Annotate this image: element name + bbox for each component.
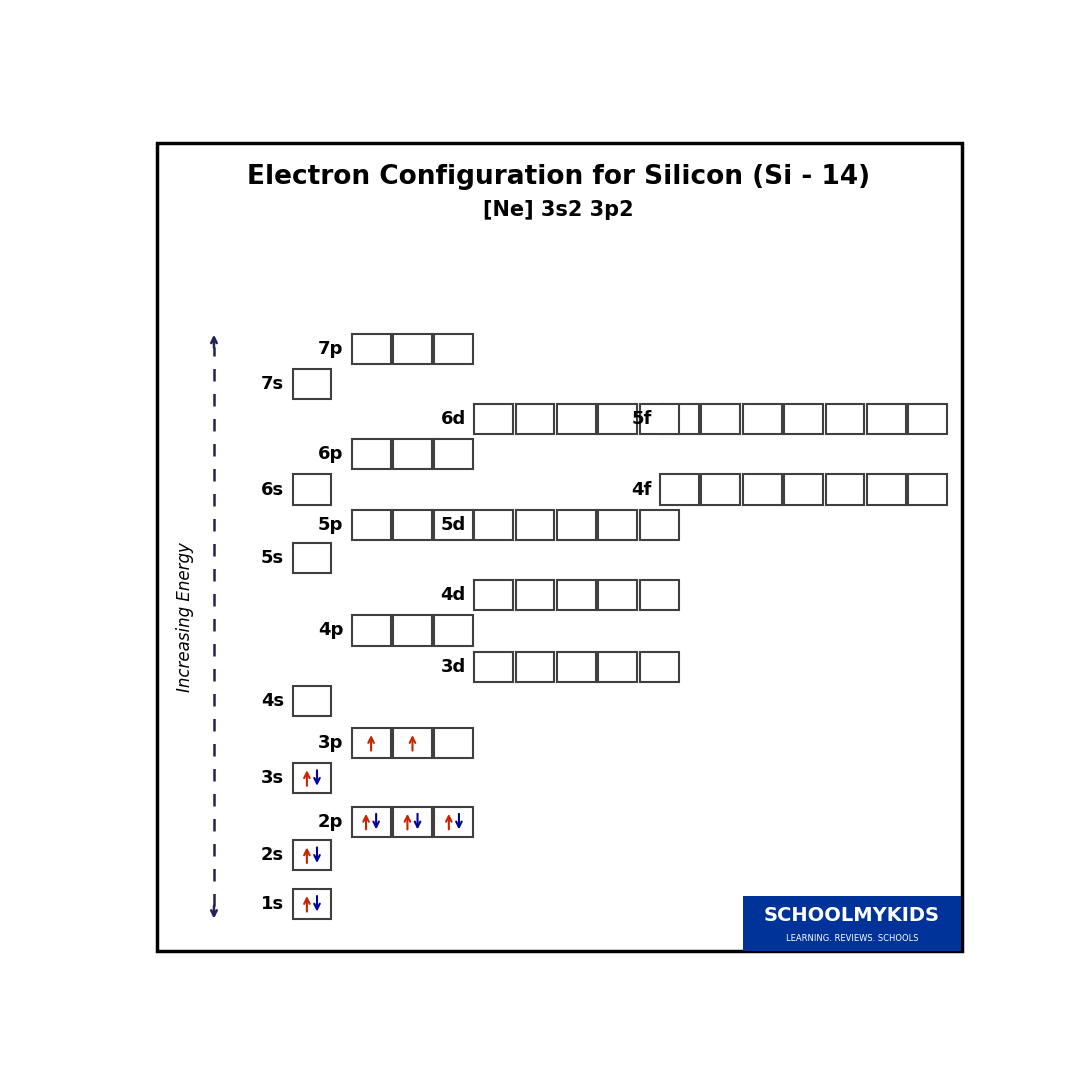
Bar xyxy=(474,652,513,683)
Bar xyxy=(598,510,638,540)
Bar xyxy=(701,475,740,504)
Text: 4p: 4p xyxy=(318,622,343,639)
Bar xyxy=(742,475,782,504)
Bar xyxy=(516,652,555,683)
Bar xyxy=(557,652,596,683)
Text: 3d: 3d xyxy=(440,659,465,676)
Bar xyxy=(640,510,679,540)
Bar xyxy=(435,439,473,469)
Bar xyxy=(516,510,555,540)
Bar xyxy=(352,615,390,646)
Text: LEARNING. REVIEWS. SCHOOLS: LEARNING. REVIEWS. SCHOOLS xyxy=(786,934,918,943)
Bar xyxy=(435,727,473,758)
Bar xyxy=(598,652,638,683)
Bar xyxy=(352,439,390,469)
Text: 2s: 2s xyxy=(261,846,284,865)
Bar xyxy=(640,580,679,610)
Text: 4d: 4d xyxy=(440,586,465,604)
Bar xyxy=(516,404,555,435)
Bar xyxy=(393,727,432,758)
Text: 5d: 5d xyxy=(440,516,465,534)
Bar xyxy=(474,510,513,540)
Bar xyxy=(557,404,596,435)
Text: 4f: 4f xyxy=(631,480,652,499)
Bar xyxy=(292,686,331,715)
Bar xyxy=(742,896,960,951)
Text: 3s: 3s xyxy=(261,769,284,787)
Bar xyxy=(393,333,432,364)
Text: 5f: 5f xyxy=(631,411,652,428)
Bar xyxy=(661,404,699,435)
Bar xyxy=(701,404,740,435)
Bar xyxy=(784,404,823,435)
Bar xyxy=(292,369,331,399)
Bar xyxy=(908,475,947,504)
Bar xyxy=(474,404,513,435)
Text: 6p: 6p xyxy=(318,445,343,463)
Text: Electron Configuration for Silicon (Si - 14): Electron Configuration for Silicon (Si -… xyxy=(247,163,870,189)
Bar xyxy=(393,807,432,836)
Bar xyxy=(352,333,390,364)
Text: [Ne] 3s2 3p2: [Ne] 3s2 3p2 xyxy=(483,200,634,220)
Bar xyxy=(292,763,331,793)
Bar xyxy=(393,615,432,646)
Bar xyxy=(661,475,699,504)
Bar xyxy=(292,475,331,504)
Text: SCHOOLMYKIDS: SCHOOLMYKIDS xyxy=(764,906,940,925)
Text: 7s: 7s xyxy=(261,375,284,393)
Bar xyxy=(435,333,473,364)
Text: 4s: 4s xyxy=(261,692,284,710)
Text: 6s: 6s xyxy=(261,480,284,499)
Bar xyxy=(393,510,432,540)
Bar xyxy=(557,580,596,610)
Text: 6d: 6d xyxy=(440,411,465,428)
Text: 2p: 2p xyxy=(318,812,343,831)
Bar xyxy=(867,404,906,435)
Bar xyxy=(292,543,331,574)
Bar xyxy=(867,475,906,504)
Bar xyxy=(908,404,947,435)
Bar xyxy=(598,404,638,435)
Text: 5s: 5s xyxy=(261,549,284,567)
Bar xyxy=(784,475,823,504)
Bar xyxy=(435,615,473,646)
Bar xyxy=(393,439,432,469)
Bar xyxy=(292,889,331,919)
Bar xyxy=(435,510,473,540)
Bar xyxy=(352,727,390,758)
Bar xyxy=(352,807,390,836)
Bar xyxy=(352,510,390,540)
Bar xyxy=(640,652,679,683)
Bar xyxy=(742,404,782,435)
Text: Increasing Energy: Increasing Energy xyxy=(177,542,194,692)
Text: 1s: 1s xyxy=(261,895,284,913)
Text: 5p: 5p xyxy=(318,516,343,534)
Bar xyxy=(557,510,596,540)
Bar xyxy=(598,580,638,610)
Bar xyxy=(640,404,679,435)
Text: 7p: 7p xyxy=(318,340,343,357)
Bar xyxy=(825,475,864,504)
Bar xyxy=(292,840,331,870)
Bar xyxy=(825,404,864,435)
Text: 3p: 3p xyxy=(318,734,343,751)
Bar xyxy=(516,580,555,610)
Bar xyxy=(435,807,473,836)
Bar xyxy=(474,580,513,610)
